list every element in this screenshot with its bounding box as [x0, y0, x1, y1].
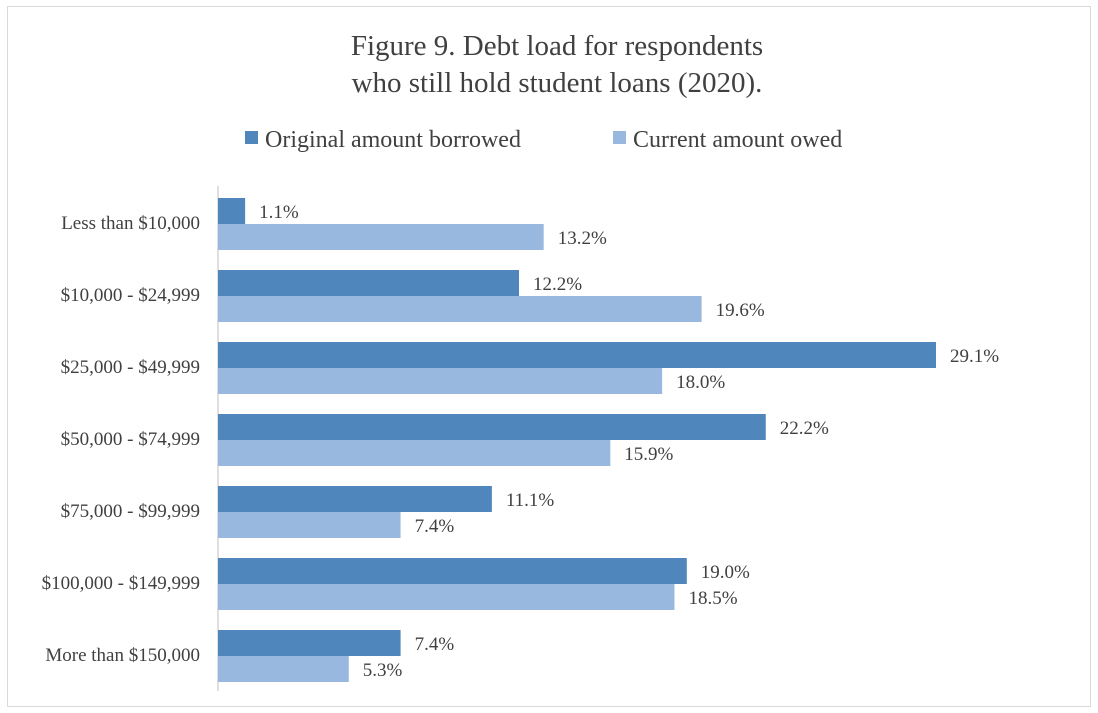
- legend-label-original: Original amount borrowed: [265, 127, 521, 153]
- data-label: 5.3%: [363, 660, 403, 681]
- data-label: 13.2%: [558, 228, 607, 249]
- bars-group: 1.1% 13.2% 12.2% 19.6% 29.1% 18.0% 22.2% 15.9% 1…: [218, 198, 999, 682]
- data-label: 22.2%: [780, 418, 829, 439]
- legend-label-current: Current amount owed: [633, 127, 842, 153]
- bar-current-amount: [218, 224, 544, 250]
- category-label: $100,000 - $149,999: [42, 573, 200, 594]
- bar-current-amount: [218, 368, 663, 394]
- legend-swatch-original: [245, 131, 258, 144]
- category-label: $50,000 - $74,999: [61, 429, 200, 450]
- chart-title-line-1: Figure 9. Debt load for respondents: [351, 30, 763, 62]
- bar-original-amount: [218, 414, 766, 440]
- category-label: More than $150,000: [45, 645, 200, 666]
- bar-original-amount: [218, 342, 936, 368]
- data-label: 19.0%: [701, 562, 750, 583]
- data-label: 1.1%: [259, 202, 299, 223]
- data-label: 18.0%: [676, 372, 725, 393]
- chart-title-line-2: who still hold student loans (2020).: [352, 67, 763, 99]
- data-label: 12.2%: [533, 274, 582, 295]
- data-label: 19.6%: [716, 300, 765, 321]
- data-label: 29.1%: [950, 346, 999, 367]
- data-label: 18.5%: [688, 588, 737, 609]
- category-label: Less than $10,000: [61, 213, 200, 234]
- bar-current-amount: [218, 296, 702, 322]
- bar-current-amount: [218, 440, 611, 466]
- category-label: $25,000 - $49,999: [61, 357, 200, 378]
- category-label: $10,000 - $24,999: [61, 285, 200, 306]
- bar-original-amount: [218, 558, 687, 584]
- bar-original-amount: [218, 270, 520, 296]
- bar-original-amount: [218, 198, 246, 224]
- legend-swatch-current: [613, 131, 626, 144]
- bar-original-amount: [218, 630, 401, 656]
- category-label: $75,000 - $99,999: [61, 501, 200, 522]
- data-label: 15.9%: [624, 444, 673, 465]
- bar-current-amount: [218, 584, 675, 610]
- bar-original-amount: [218, 486, 492, 512]
- legend: Original amount borrowed Current amount …: [245, 127, 842, 153]
- category-labels-group: Less than $10,000 $10,000 - $24,999 $25,00…: [42, 213, 200, 666]
- data-label: 7.4%: [415, 516, 455, 537]
- bar-current-amount: [218, 512, 401, 538]
- bar-current-amount: [218, 656, 349, 682]
- data-label: 11.1%: [506, 490, 555, 511]
- data-label: 7.4%: [415, 634, 455, 655]
